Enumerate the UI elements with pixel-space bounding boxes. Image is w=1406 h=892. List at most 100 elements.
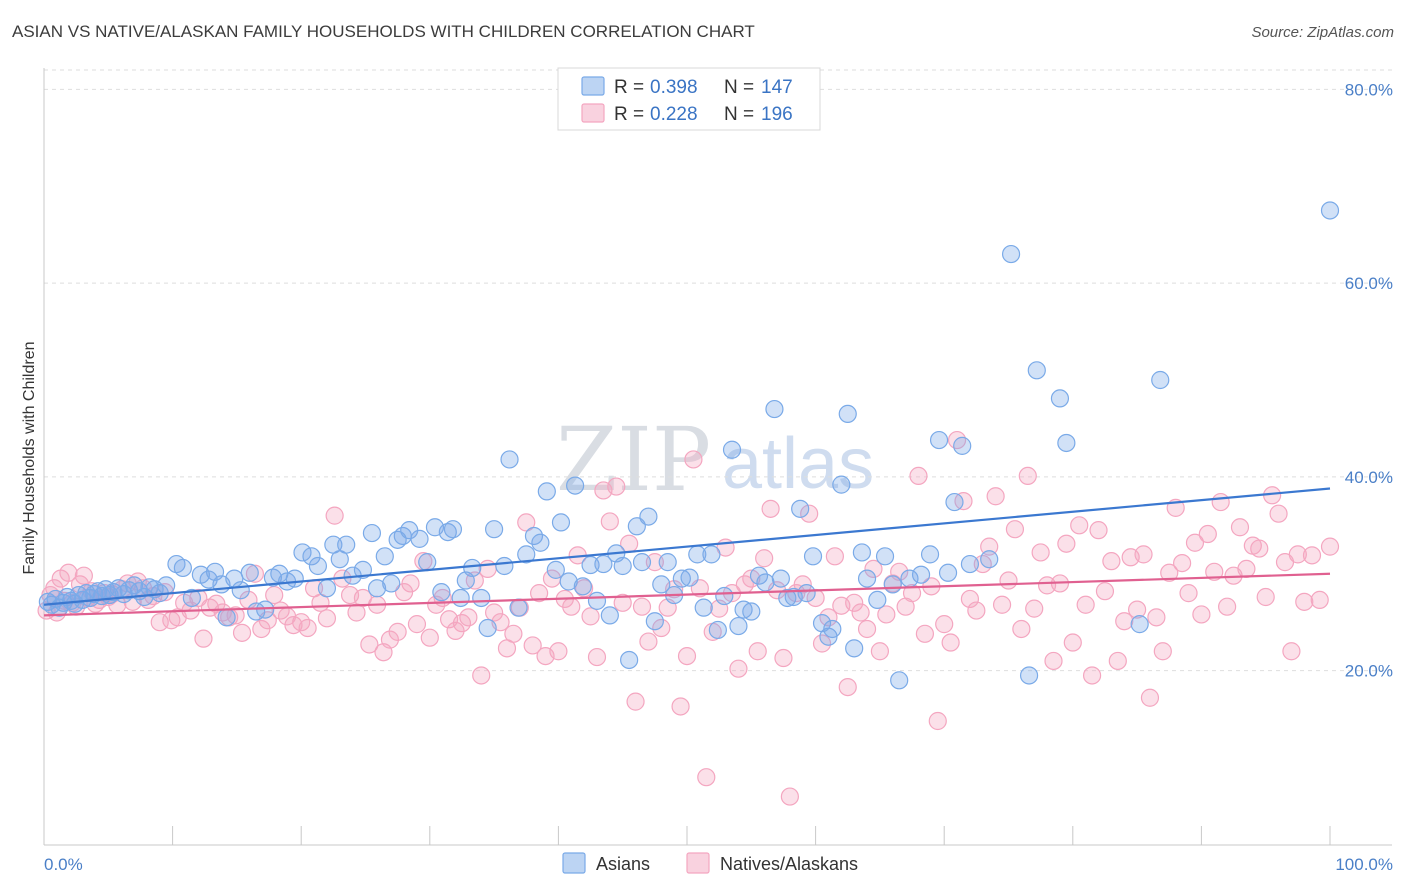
natives-point (74, 566, 93, 585)
asians-point (472, 588, 491, 608)
natives-point (517, 513, 536, 532)
natives-point (947, 430, 967, 450)
x-tick-label: 100.0% (1335, 855, 1393, 874)
natives-point (774, 648, 793, 668)
natives-point (838, 677, 857, 697)
asians-point (382, 574, 401, 593)
natives-point (1147, 608, 1166, 627)
asians-point (852, 543, 871, 562)
natives-point (401, 574, 420, 593)
natives-point (857, 619, 877, 639)
asians-point (1001, 244, 1021, 264)
stat-swatch-natives (581, 103, 605, 123)
natives-point (360, 635, 379, 654)
natives-point (639, 632, 658, 651)
natives-point (317, 609, 337, 628)
asians-point (410, 529, 429, 548)
natives-point (1211, 492, 1230, 512)
natives-point (652, 618, 671, 638)
asians-point (524, 526, 544, 546)
asians-point (256, 600, 275, 619)
stat-n-value-asians: 147 (761, 77, 793, 98)
stats-legend: R = 0.398 N = 147 R = 0.228 N = 196 (557, 67, 821, 131)
natives-point (697, 768, 716, 787)
asians-point (778, 588, 797, 608)
asians-point (875, 547, 895, 566)
natives-point (960, 589, 980, 609)
natives-point (941, 633, 960, 652)
natives-point (380, 630, 400, 649)
asians-point (308, 556, 328, 576)
asians-point (451, 588, 470, 608)
natives-point (1218, 597, 1237, 616)
natives-point (388, 622, 407, 641)
natives-point (1115, 612, 1134, 631)
natives-point (684, 450, 703, 469)
asians-point (765, 399, 784, 419)
natives-point (864, 559, 883, 579)
natives-point (877, 605, 896, 624)
natives-point (980, 537, 999, 556)
natives-point (729, 659, 748, 678)
asians-point (231, 581, 250, 600)
natives-point (645, 553, 664, 572)
legend-swatch-natives (686, 852, 710, 874)
asians-point (182, 588, 201, 608)
asians-point (302, 547, 321, 566)
natives-point (1057, 534, 1076, 553)
natives-point (478, 559, 497, 579)
natives-point (935, 615, 954, 634)
asians-point (920, 545, 940, 564)
natives-point (504, 624, 523, 643)
stat-r-label-natives: R = (614, 104, 644, 125)
natives-point (472, 666, 491, 685)
asians-point (559, 572, 578, 591)
natives-point (1302, 546, 1322, 565)
asians-point (500, 450, 519, 469)
stat-r-value-natives: 0.228 (650, 104, 698, 125)
asians-point (247, 602, 266, 621)
y-tick-labels: 20.0% 40.0% 60.0% 80.0% (1345, 80, 1393, 680)
natives-point (1089, 521, 1108, 540)
asians-point (1027, 361, 1046, 380)
natives-point (1005, 520, 1025, 539)
asians-point (639, 507, 658, 526)
asians-point (672, 569, 691, 588)
asians-point (438, 522, 457, 542)
asians-point (1057, 433, 1076, 453)
asians-point (771, 569, 790, 588)
stat-n-label-natives: N = (724, 104, 754, 125)
natives-point (1134, 545, 1153, 564)
natives-point (59, 563, 78, 582)
natives-point (562, 597, 581, 616)
asians-point (367, 579, 387, 598)
asians-point (742, 602, 761, 621)
natives-point (1205, 562, 1224, 581)
legend-swatch-asians (562, 852, 586, 874)
natives-point (1044, 651, 1063, 671)
natives-point (420, 628, 439, 647)
asians-point (566, 476, 585, 495)
asians-point (581, 555, 600, 575)
natives-point (1295, 592, 1314, 611)
natives-point (265, 585, 284, 605)
asians-point (652, 575, 671, 594)
asians-point (509, 598, 528, 617)
natives-point (902, 584, 922, 603)
natives-point (1192, 605, 1211, 624)
asians-point (478, 618, 497, 638)
natives-point (812, 634, 832, 653)
asians-point (620, 650, 639, 670)
natives-point (928, 711, 947, 731)
asians-point (729, 616, 748, 636)
asians-point (797, 584, 816, 603)
series-natives-points (37, 430, 1340, 806)
asians-point (362, 523, 382, 543)
natives-point (1140, 688, 1160, 707)
natives-point (1179, 584, 1198, 603)
natives-point (1256, 587, 1275, 607)
natives-point (793, 575, 812, 594)
natives-point (523, 636, 542, 655)
asians-point (823, 619, 842, 639)
asians-point (632, 553, 652, 572)
